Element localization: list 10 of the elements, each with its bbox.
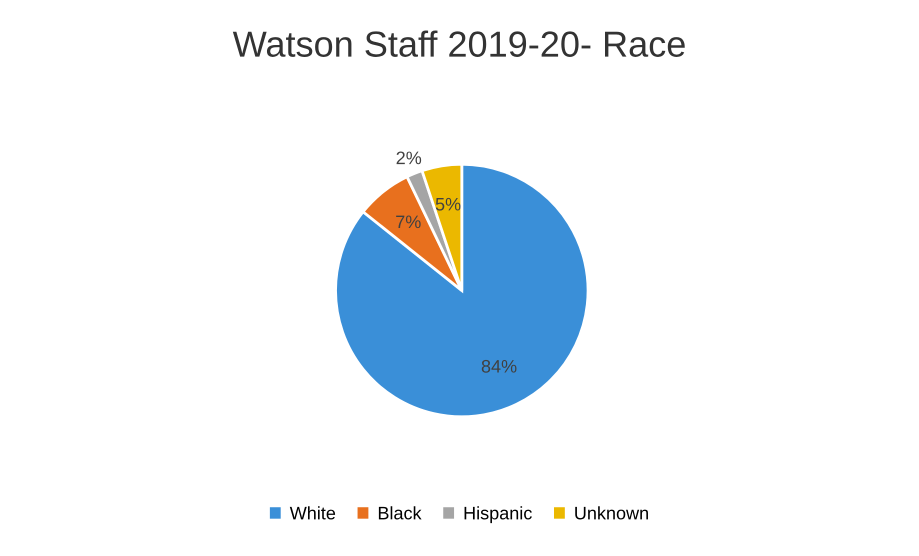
- data-label: 5%: [436, 198, 460, 211]
- data-label: 84%: [482, 360, 516, 373]
- legend-label: White: [290, 506, 336, 520]
- legend-label: Hispanic: [464, 506, 532, 524]
- legend-label: Unknown: [575, 506, 648, 520]
- legend-label: Black: [378, 506, 422, 520]
- data-label: 7%: [396, 216, 421, 228]
- chart-title: Watson Staff 2019-20- Race: [232, 30, 685, 57]
- pie-slice: [334, 162, 590, 418]
- data-label: 2%: [396, 151, 422, 164]
